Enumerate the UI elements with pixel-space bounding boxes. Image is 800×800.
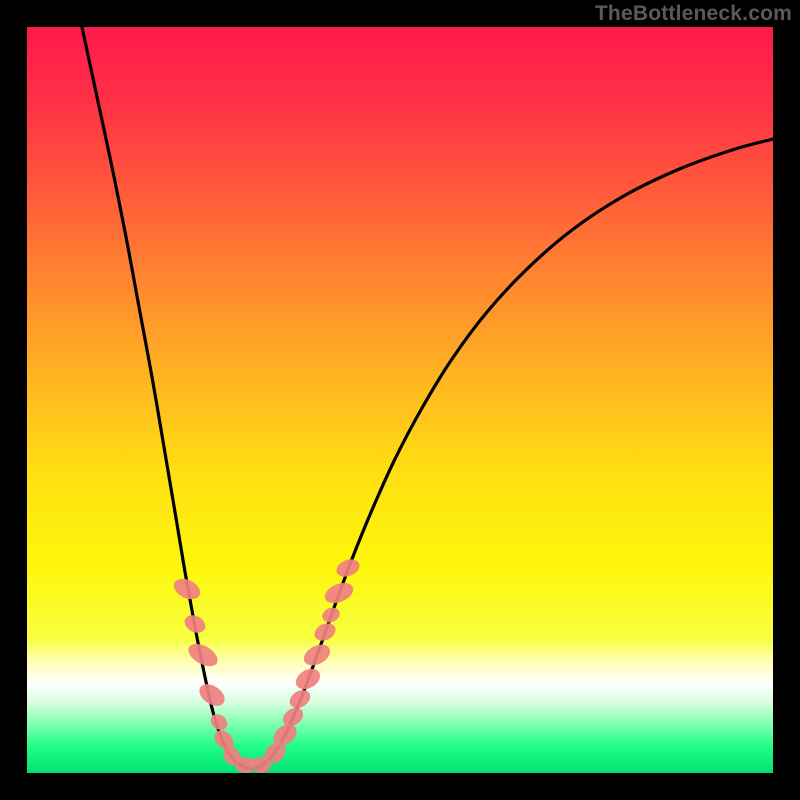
- chart-svg: [27, 27, 773, 773]
- data-marker: [292, 665, 324, 694]
- data-marker: [322, 579, 357, 607]
- data-marker: [286, 686, 313, 711]
- data-marker: [300, 640, 333, 669]
- data-marker: [320, 605, 342, 625]
- chart-frame: TheBottleneck.com: [0, 0, 800, 800]
- data-marker: [312, 620, 339, 644]
- bottleneck-curve: [82, 27, 773, 768]
- watermark-text: TheBottleneck.com: [595, 2, 792, 26]
- plot-area: [27, 27, 773, 773]
- data-marker: [334, 556, 362, 580]
